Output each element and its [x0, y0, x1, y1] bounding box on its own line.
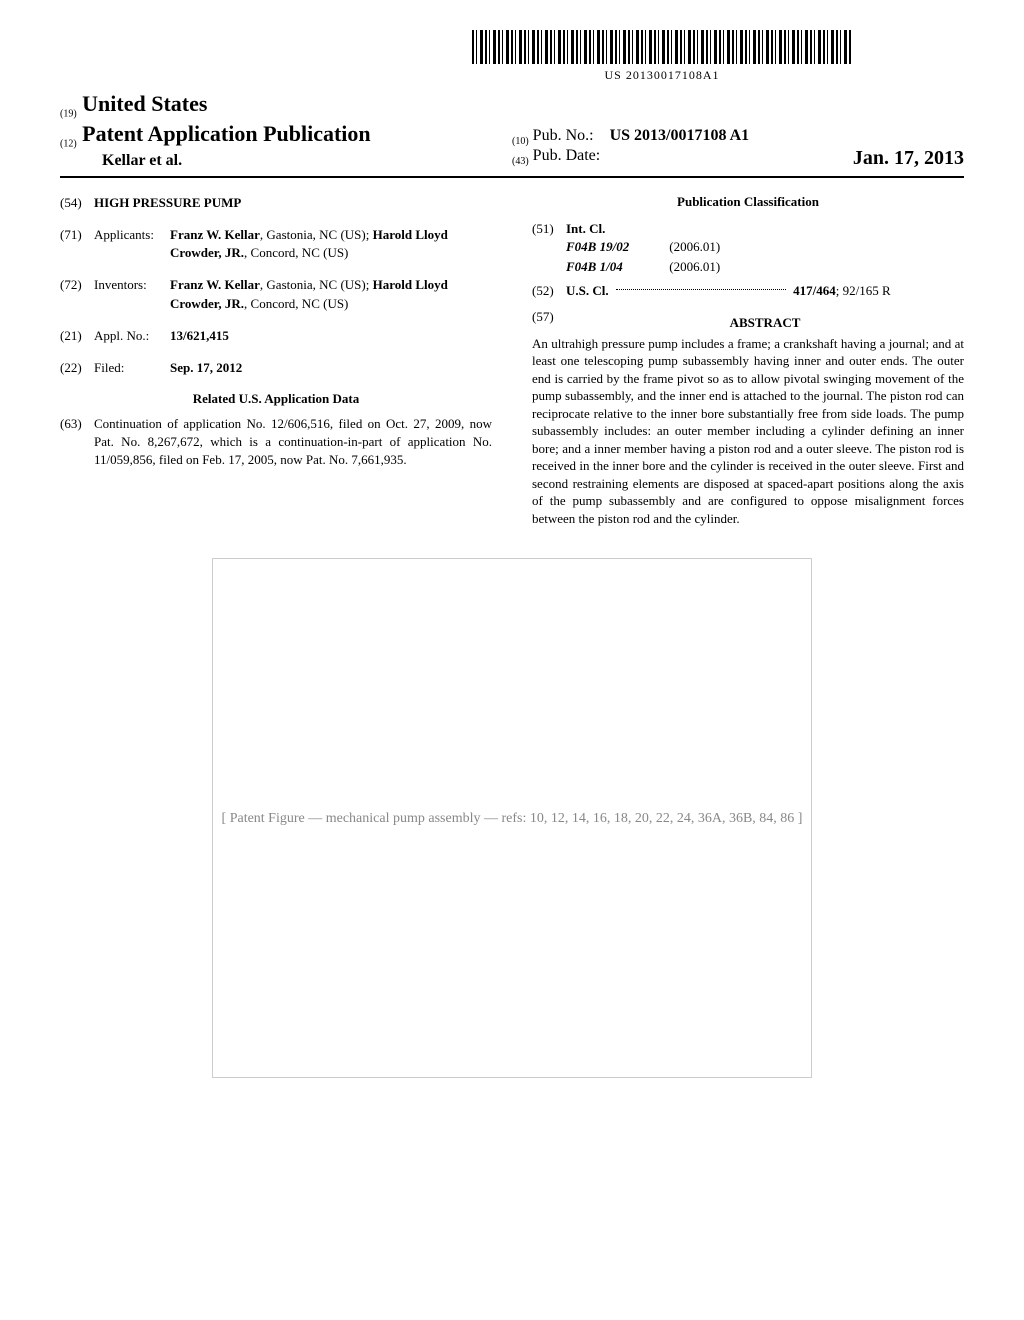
intcl-code-1: F04B 1/04 [566, 258, 666, 276]
applno-row: (21) Appl. No.: 13/621,415 [60, 327, 492, 345]
filed-value-text: Sep. 17, 2012 [170, 360, 242, 375]
pub-type-num: (12) [60, 139, 77, 150]
uscl-secondary: ; 92/165 R [836, 283, 891, 298]
pub-date-value: Jan. 17, 2013 [853, 147, 964, 170]
applno-num: (21) [60, 327, 94, 345]
header-row: (19) United States (12) Patent Applicati… [60, 91, 964, 178]
uscl-num: (52) [532, 282, 566, 300]
abstract-section: (57) ABSTRACT An ultrahigh pressure pump… [532, 309, 964, 528]
intcl-row: (51) Int. Cl. F04B 19/02 (2006.01) F04B … [532, 220, 964, 279]
applicant-name-1: Franz W. Kellar [170, 227, 260, 242]
pub-type: Patent Application Publication [82, 121, 370, 146]
applicants-label: Applicants: [94, 226, 170, 262]
uscl-label: U.S. Cl. [566, 283, 609, 298]
filed-value: Sep. 17, 2012 [170, 359, 492, 377]
applicants-num: (71) [60, 226, 94, 262]
intcl-label-text: Int. Cl. [566, 221, 605, 236]
right-column: Publication Classification (51) Int. Cl.… [532, 194, 964, 528]
figure-section: [ Patent Figure — mechanical pump assemb… [60, 558, 964, 1078]
country-line: (19) United States [60, 91, 512, 119]
barcode-graphic [472, 30, 852, 64]
applicants-row: (71) Applicants: Franz W. Kellar, Gaston… [60, 226, 492, 262]
country-name: United States [82, 91, 207, 116]
intcl-item-1: F04B 1/04 (2006.01) [566, 258, 964, 276]
pub-no-line: (10) Pub. No.: US 2013/0017108 A1 [512, 127, 964, 147]
barcode-label: US 20130017108A1 [360, 68, 964, 83]
title-value: HIGH PRESSURE PUMP [94, 194, 492, 212]
inventors-value: Franz W. Kellar, Gastonia, NC (US); Haro… [170, 276, 492, 312]
intcl-ver-0: (2006.01) [669, 238, 720, 256]
title-num: (54) [60, 194, 94, 212]
pub-date-num: (43) [512, 156, 529, 167]
author-line: Kellar et al. [102, 152, 512, 170]
inventor-name-1: Franz W. Kellar [170, 277, 260, 292]
pub-no-label: Pub. No.: [533, 127, 594, 144]
pub-date-line: (43) Pub. Date: Jan. 17, 2013 [512, 147, 964, 167]
uscl-row: (52) U.S. Cl. 417/464; 92/165 R [532, 282, 964, 300]
pub-type-line: (12) Patent Application Publication [60, 121, 512, 149]
continuation-text: Continuation of application No. 12/606,5… [94, 415, 492, 470]
applno-label: Appl. No.: [94, 327, 170, 345]
continuation-num: (63) [60, 415, 94, 470]
filed-row: (22) Filed: Sep. 17, 2012 [60, 359, 492, 377]
abstract-num: (57) [532, 309, 566, 335]
country-num: (19) [60, 108, 77, 119]
intcl-item-0: F04B 19/02 (2006.01) [566, 238, 964, 256]
filed-label: Filed: [94, 359, 170, 377]
intcl-body: Int. Cl. F04B 19/02 (2006.01) F04B 1/04 … [566, 220, 964, 279]
pub-no-num: (10) [512, 136, 529, 147]
left-column: (54) HIGH PRESSURE PUMP (71) Applicants:… [60, 194, 492, 528]
uscl-body: U.S. Cl. 417/464; 92/165 R [566, 282, 964, 300]
intcl-num: (51) [532, 220, 566, 279]
uscl-value: 417/464 [793, 283, 836, 298]
applno-value-text: 13/621,415 [170, 328, 229, 343]
inventors-num: (72) [60, 276, 94, 312]
abstract-heading-row: (57) ABSTRACT [532, 309, 964, 335]
filed-num: (22) [60, 359, 94, 377]
figure-placeholder: [ Patent Figure — mechanical pump assemb… [212, 558, 812, 1078]
related-heading: Related U.S. Application Data [60, 391, 492, 407]
header-right: (10) Pub. No.: US 2013/0017108 A1 (43) P… [512, 127, 964, 170]
intcl-label: Int. Cl. [566, 220, 964, 238]
continuation-row: (63) Continuation of application No. 12/… [60, 415, 492, 470]
title-row: (54) HIGH PRESSURE PUMP [60, 194, 492, 212]
inventors-row: (72) Inventors: Franz W. Kellar, Gastoni… [60, 276, 492, 312]
pub-no-value: US 2013/0017108 A1 [610, 127, 750, 144]
intcl-code-0: F04B 19/02 [566, 238, 666, 256]
intcl-ver-1: (2006.01) [669, 258, 720, 276]
applicants-value: Franz W. Kellar, Gastonia, NC (US); Haro… [170, 226, 492, 262]
classification-heading: Publication Classification [532, 194, 964, 210]
main-columns: (54) HIGH PRESSURE PUMP (71) Applicants:… [60, 194, 964, 528]
abstract-heading: ABSTRACT [566, 315, 964, 331]
pub-date-label: Pub. Date: [533, 147, 601, 164]
inventors-label: Inventors: [94, 276, 170, 312]
applno-value: 13/621,415 [170, 327, 492, 345]
header-left: (19) United States (12) Patent Applicati… [60, 91, 512, 170]
uscl-dots [616, 289, 786, 290]
abstract-text: An ultrahigh pressure pump includes a fr… [532, 335, 964, 528]
barcode-section: US 20130017108A1 [60, 30, 964, 83]
